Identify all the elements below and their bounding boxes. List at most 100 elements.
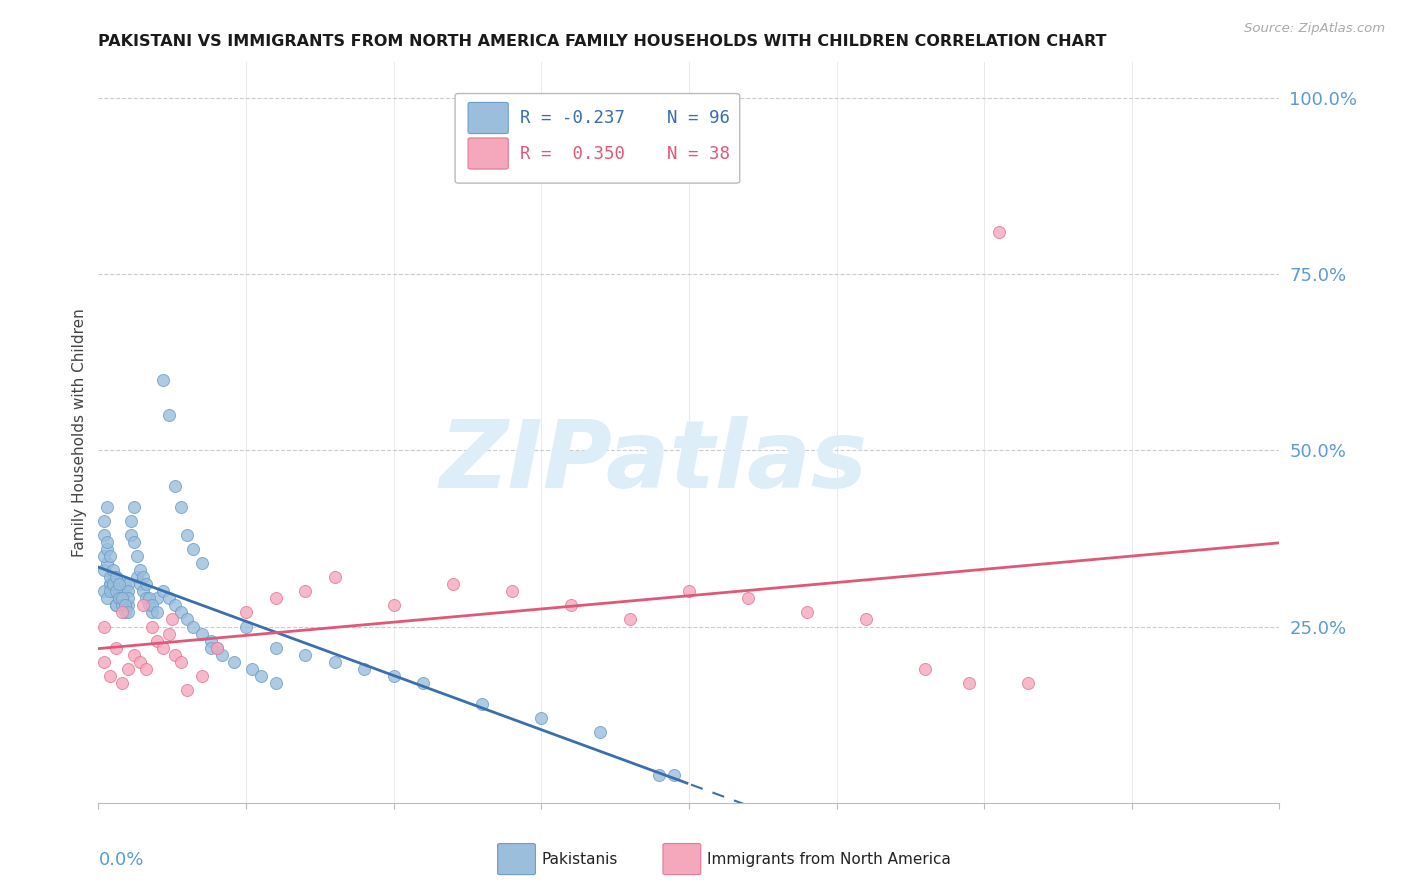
Point bbox=[165, 599, 187, 613]
FancyBboxPatch shape bbox=[456, 94, 740, 183]
Point bbox=[105, 599, 128, 613]
Point bbox=[128, 655, 150, 669]
Point bbox=[796, 606, 818, 620]
Point bbox=[103, 577, 125, 591]
Point bbox=[93, 563, 115, 577]
Point bbox=[114, 577, 136, 591]
Point bbox=[103, 563, 125, 577]
Point bbox=[98, 584, 121, 599]
FancyBboxPatch shape bbox=[468, 138, 508, 169]
Point bbox=[176, 528, 198, 542]
Point bbox=[93, 514, 115, 528]
Point bbox=[103, 577, 125, 591]
Point bbox=[737, 591, 759, 606]
Point bbox=[103, 584, 125, 599]
Point bbox=[152, 640, 174, 655]
Text: PAKISTANI VS IMMIGRANTS FROM NORTH AMERICA FAMILY HOUSEHOLDS WITH CHILDREN CORRE: PAKISTANI VS IMMIGRANTS FROM NORTH AMERI… bbox=[98, 34, 1107, 49]
Point bbox=[132, 584, 155, 599]
Point bbox=[114, 599, 136, 613]
Point bbox=[264, 640, 287, 655]
Point bbox=[93, 528, 115, 542]
Point bbox=[176, 612, 198, 626]
Point bbox=[471, 697, 494, 711]
Point bbox=[501, 584, 523, 599]
Y-axis label: Family Households with Children: Family Households with Children bbox=[72, 309, 87, 557]
Point bbox=[96, 591, 118, 606]
Text: Source: ZipAtlas.com: Source: ZipAtlas.com bbox=[1244, 22, 1385, 36]
Point bbox=[114, 584, 136, 599]
Point bbox=[98, 549, 121, 563]
Text: R = -0.237    N = 96: R = -0.237 N = 96 bbox=[520, 109, 730, 127]
Point bbox=[170, 655, 193, 669]
Point bbox=[138, 591, 160, 606]
Point bbox=[103, 570, 125, 584]
Point bbox=[224, 655, 246, 669]
Point bbox=[165, 478, 187, 492]
Point bbox=[959, 676, 981, 690]
Point bbox=[1018, 676, 1040, 690]
Point bbox=[664, 767, 686, 781]
Text: Immigrants from North America: Immigrants from North America bbox=[707, 852, 950, 866]
Point bbox=[117, 662, 139, 676]
Point bbox=[122, 535, 145, 549]
Point bbox=[135, 591, 157, 606]
Point bbox=[98, 570, 121, 584]
Point bbox=[250, 669, 273, 683]
Point bbox=[135, 662, 157, 676]
Point bbox=[105, 584, 128, 599]
Point bbox=[146, 591, 169, 606]
Point bbox=[114, 599, 136, 613]
Point bbox=[105, 599, 128, 613]
Point bbox=[264, 591, 287, 606]
Point bbox=[111, 676, 134, 690]
Point bbox=[181, 619, 204, 633]
Point bbox=[93, 619, 115, 633]
Text: Pakistanis: Pakistanis bbox=[541, 852, 617, 866]
Point bbox=[294, 648, 316, 662]
Point bbox=[105, 570, 128, 584]
Point bbox=[294, 584, 316, 599]
Point bbox=[152, 373, 174, 387]
Point bbox=[170, 606, 193, 620]
Point bbox=[205, 640, 228, 655]
Point bbox=[111, 599, 134, 613]
Point bbox=[152, 584, 174, 599]
Point bbox=[117, 606, 139, 620]
Point bbox=[114, 606, 136, 620]
Point bbox=[128, 577, 150, 591]
FancyBboxPatch shape bbox=[664, 844, 700, 875]
FancyBboxPatch shape bbox=[468, 103, 508, 134]
Point bbox=[93, 584, 115, 599]
Point bbox=[191, 669, 214, 683]
Point bbox=[146, 633, 169, 648]
Point bbox=[108, 591, 131, 606]
Point bbox=[211, 648, 233, 662]
Point bbox=[117, 599, 139, 613]
Point bbox=[205, 640, 228, 655]
Point bbox=[122, 648, 145, 662]
Point bbox=[589, 725, 612, 739]
Point bbox=[132, 599, 155, 613]
Point bbox=[122, 500, 145, 514]
Point bbox=[108, 584, 131, 599]
Point bbox=[98, 577, 121, 591]
Point bbox=[98, 577, 121, 591]
Point bbox=[111, 606, 134, 620]
Point bbox=[240, 662, 263, 676]
Point bbox=[117, 591, 139, 606]
Point bbox=[111, 591, 134, 606]
Point bbox=[96, 500, 118, 514]
Point bbox=[111, 584, 134, 599]
Point bbox=[117, 577, 139, 591]
Point bbox=[181, 541, 204, 556]
Point bbox=[125, 570, 148, 584]
Point bbox=[914, 662, 936, 676]
Point bbox=[200, 633, 222, 648]
Point bbox=[141, 606, 163, 620]
Point bbox=[98, 669, 121, 683]
Point bbox=[105, 570, 128, 584]
Point bbox=[96, 556, 118, 570]
Point bbox=[96, 535, 118, 549]
Point bbox=[93, 655, 115, 669]
Point bbox=[96, 541, 118, 556]
